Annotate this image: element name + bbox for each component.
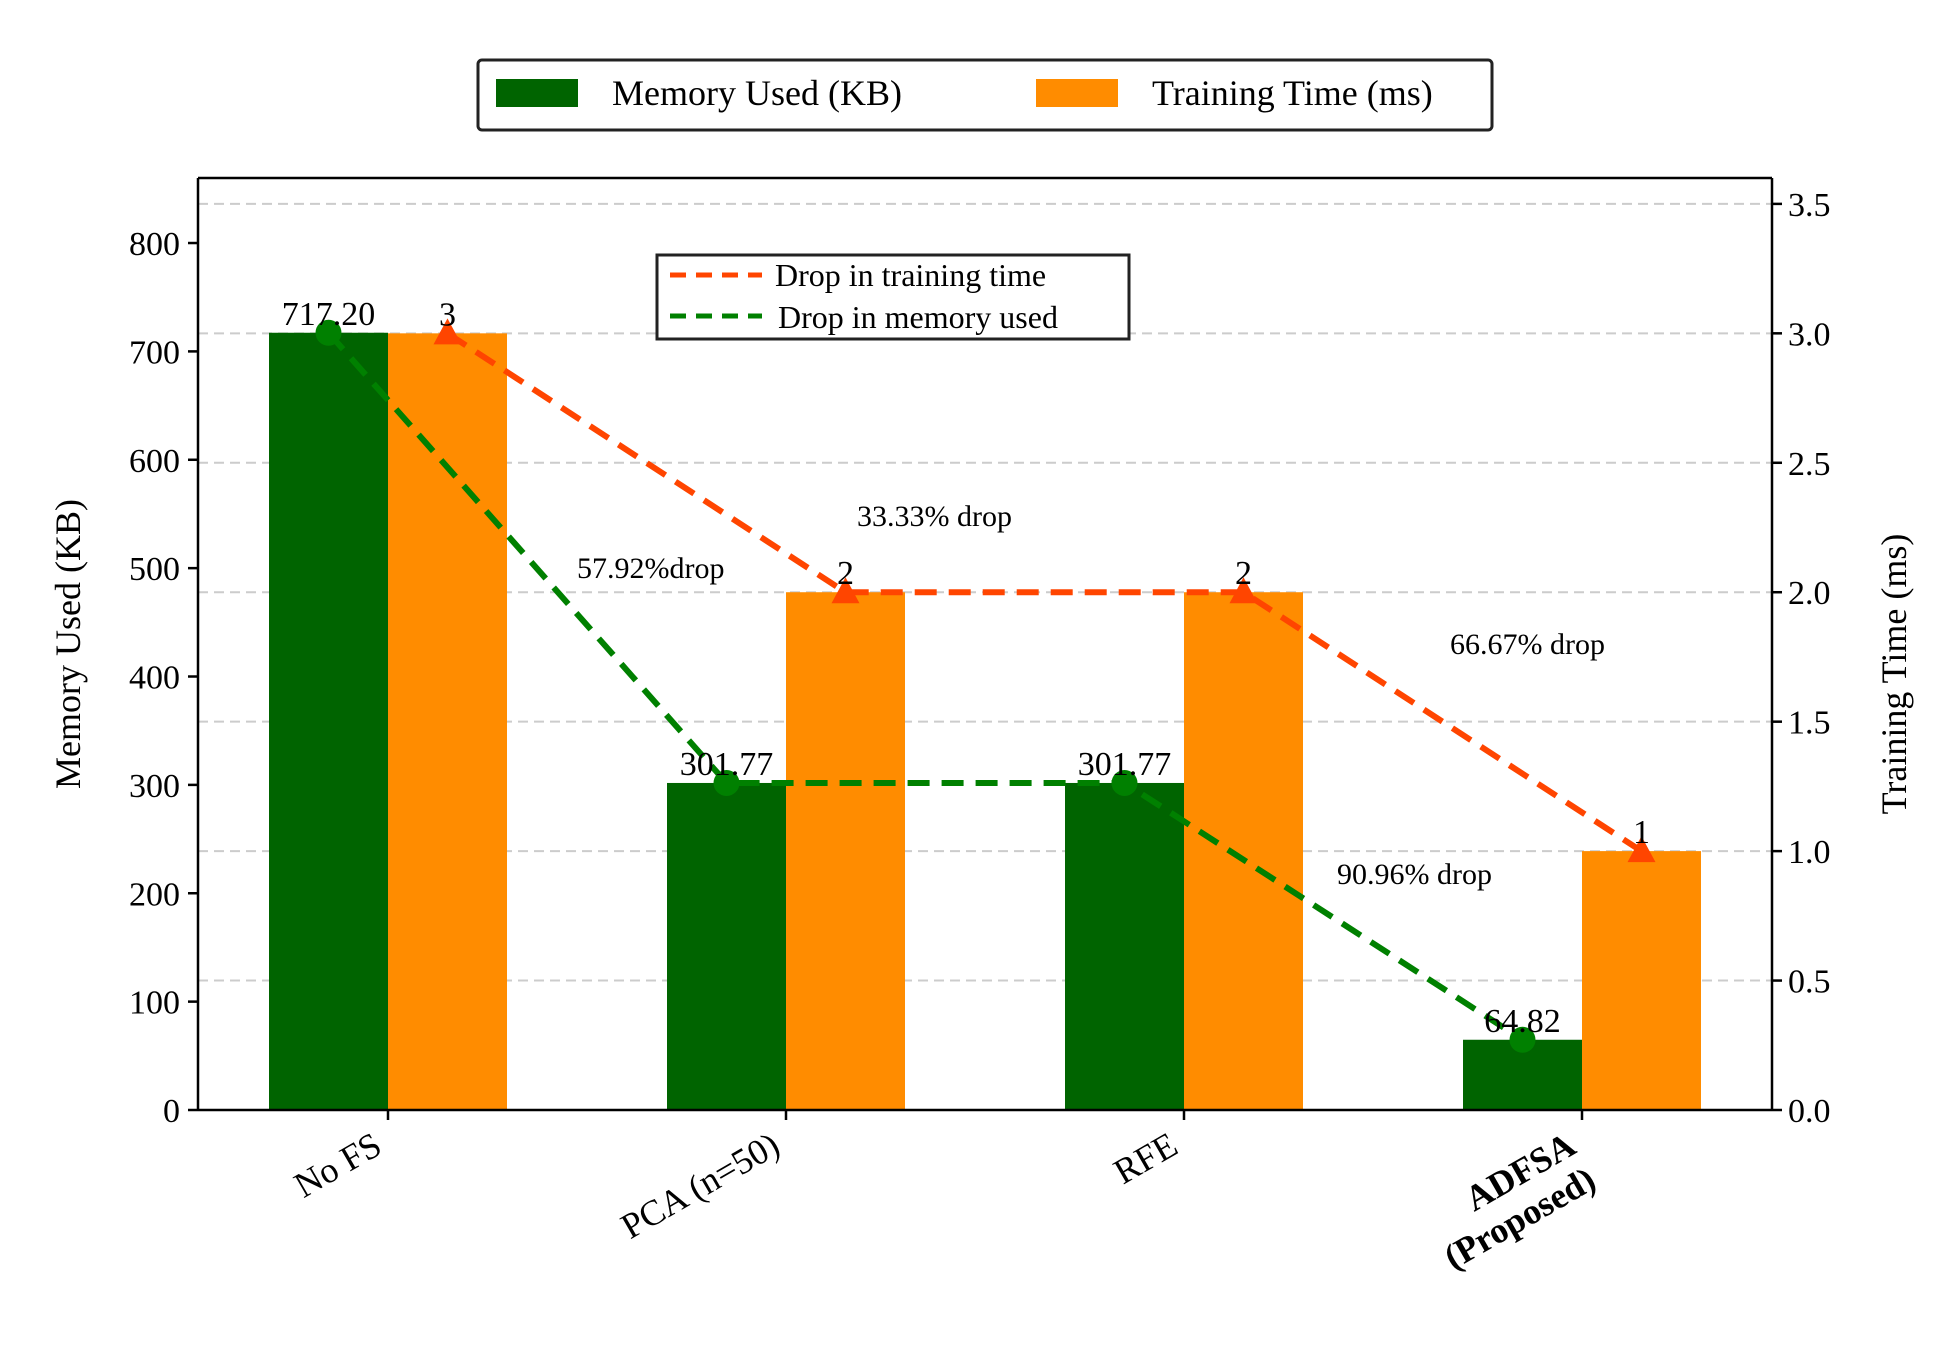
tick-label-right: 1.5: [1788, 705, 1831, 742]
category-label-adfsa-proposed: ADFSA(Proposed): [1417, 1124, 1602, 1277]
data-label-training: 1: [1633, 814, 1650, 851]
category-label-no-fs: No FS: [287, 1124, 388, 1205]
legend-inner-box: [655, 253, 1131, 341]
marker-memory: [1509, 1026, 1536, 1053]
tick-label-left: 600: [129, 443, 180, 480]
data-label-memory: 64.82: [1484, 1003, 1561, 1040]
data-label-training: 2: [837, 555, 854, 592]
line-drop-memory: [326, 330, 1525, 1043]
bars: [269, 332, 1701, 1110]
category-label-rfe: RFE: [1107, 1124, 1184, 1192]
marker-training: [1627, 836, 1656, 863]
tick-label-left: 400: [129, 660, 180, 697]
legend-label-drop-memory: Drop in memory used: [778, 299, 1058, 335]
bar-training-no-fs: [388, 333, 507, 1110]
y-axis-label-left: Memory Used (KB): [48, 499, 88, 789]
marker-memory: [315, 319, 342, 346]
marker-memory: [713, 769, 740, 796]
data-label-memory: 301.77: [1078, 746, 1172, 783]
tick-label-right: 3.5: [1788, 187, 1831, 224]
tick-label-left: 100: [129, 985, 180, 1022]
annotation-drop: 33.33% drop: [857, 500, 1012, 533]
tick-label-right: 1.0: [1788, 834, 1831, 871]
category-label-line: No FS: [287, 1124, 388, 1205]
bar-training-rfe: [1184, 592, 1303, 1110]
tick-label-left: 0: [163, 1093, 180, 1130]
legend-top-box: [476, 58, 1494, 132]
marker-memory: [1111, 769, 1138, 796]
data-label-memory: 717.20: [282, 296, 376, 333]
bar-memory-no-fs: [269, 332, 388, 1110]
tick-label-left: 700: [129, 334, 180, 371]
bar-training-adfsa-proposed: [1582, 851, 1701, 1110]
data-labels: 717.20 3 301.77 2 301.77 2 64.82 1 57.92%drop 33.…: [282, 296, 1650, 1040]
marker-training: [433, 318, 462, 345]
legend-inner: Drop in training time Drop in memory used: [655, 253, 1131, 341]
legend-label-training: Training Time (ms): [1152, 73, 1433, 113]
marker-training: [831, 577, 860, 604]
tick-label-right: 2.5: [1788, 446, 1831, 483]
category-label-line: PCA (n=50): [614, 1124, 786, 1246]
legend-top: Memory Used (KB) Training Time (ms): [476, 58, 1494, 132]
tick-label-left: 300: [129, 768, 180, 805]
annotation-drop: 66.67% drop: [1450, 628, 1605, 661]
tick-label-left: 800: [129, 226, 180, 263]
legend-label-drop-training: Drop in training time: [775, 257, 1046, 293]
tick-label-right: 0.5: [1788, 964, 1831, 1001]
data-label-memory: 301.77: [680, 746, 774, 783]
data-label-training: 3: [439, 296, 456, 333]
tick-label-left: 200: [129, 876, 180, 913]
trend-lines: [315, 318, 1656, 1053]
bar-memory-rfe: [1065, 782, 1184, 1110]
category-label-line: RFE: [1107, 1124, 1184, 1192]
tick-label-right: 3.0: [1788, 316, 1831, 353]
legend-swatch-training: [1036, 79, 1118, 107]
bar-training-pca-n-50: [786, 592, 905, 1110]
category-label-pca-n-50: PCA (n=50): [614, 1124, 786, 1246]
tick-label-right: 0.0: [1788, 1093, 1831, 1130]
tick-label-right: 2.0: [1788, 575, 1831, 612]
bar-memory-pca-n-50: [667, 782, 786, 1110]
data-label-training: 2: [1235, 555, 1252, 592]
legend-label-memory: Memory Used (KB): [612, 73, 902, 113]
y-axis-label-right: Training Time (ms): [1874, 534, 1914, 815]
marker-training: [1229, 577, 1258, 604]
legend-swatch-memory: [496, 79, 578, 107]
annotation-drop: 90.96% drop: [1337, 858, 1492, 891]
tick-label-left: 500: [129, 551, 180, 588]
annotation-drop: 57.92%drop: [577, 552, 724, 585]
